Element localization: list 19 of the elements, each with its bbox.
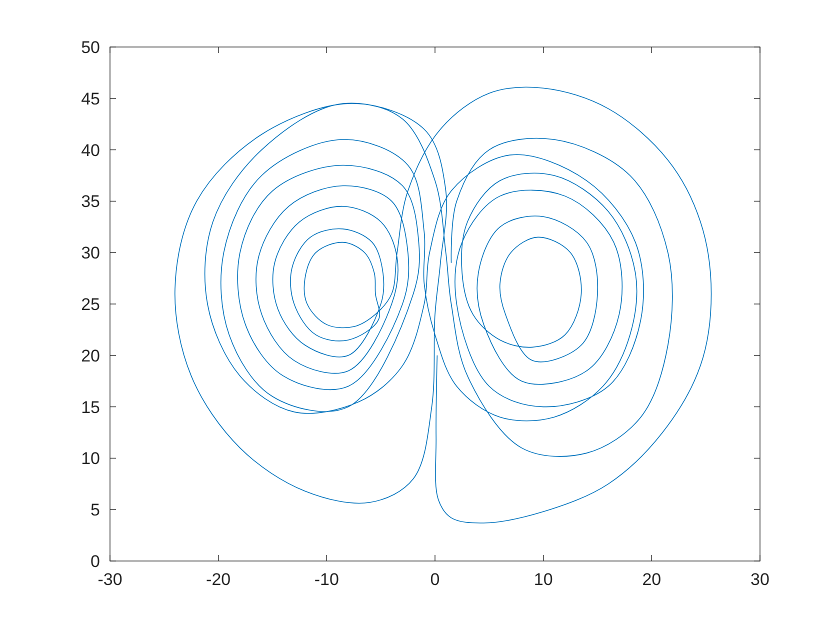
y-tick-label: 50 [81, 38, 100, 57]
y-tick-label: 40 [81, 140, 100, 160]
line-series [174, 88, 712, 524]
y-tick-label: 10 [81, 449, 100, 468]
x-tick-label: 0 [430, 570, 440, 589]
x-tick-label: 20 [642, 570, 662, 589]
x-tick-label: -10 [314, 570, 339, 589]
y-tick-label: 35 [81, 192, 100, 212]
y-tick-label: 30 [81, 244, 100, 263]
y-tick-label: 45 [81, 89, 100, 108]
y-tick-label: 5 [90, 500, 100, 520]
x-tick-label: -30 [98, 570, 122, 589]
x-tick-label: -20 [206, 570, 231, 589]
y-tick-label: 15 [81, 398, 100, 417]
x-tick-label: 10 [534, 570, 553, 589]
y-tick-label: 25 [81, 294, 100, 314]
y-tick-label: 0 [90, 552, 100, 571]
x-tick-label: 30 [750, 570, 770, 589]
y-tick-label: 20 [81, 346, 100, 366]
